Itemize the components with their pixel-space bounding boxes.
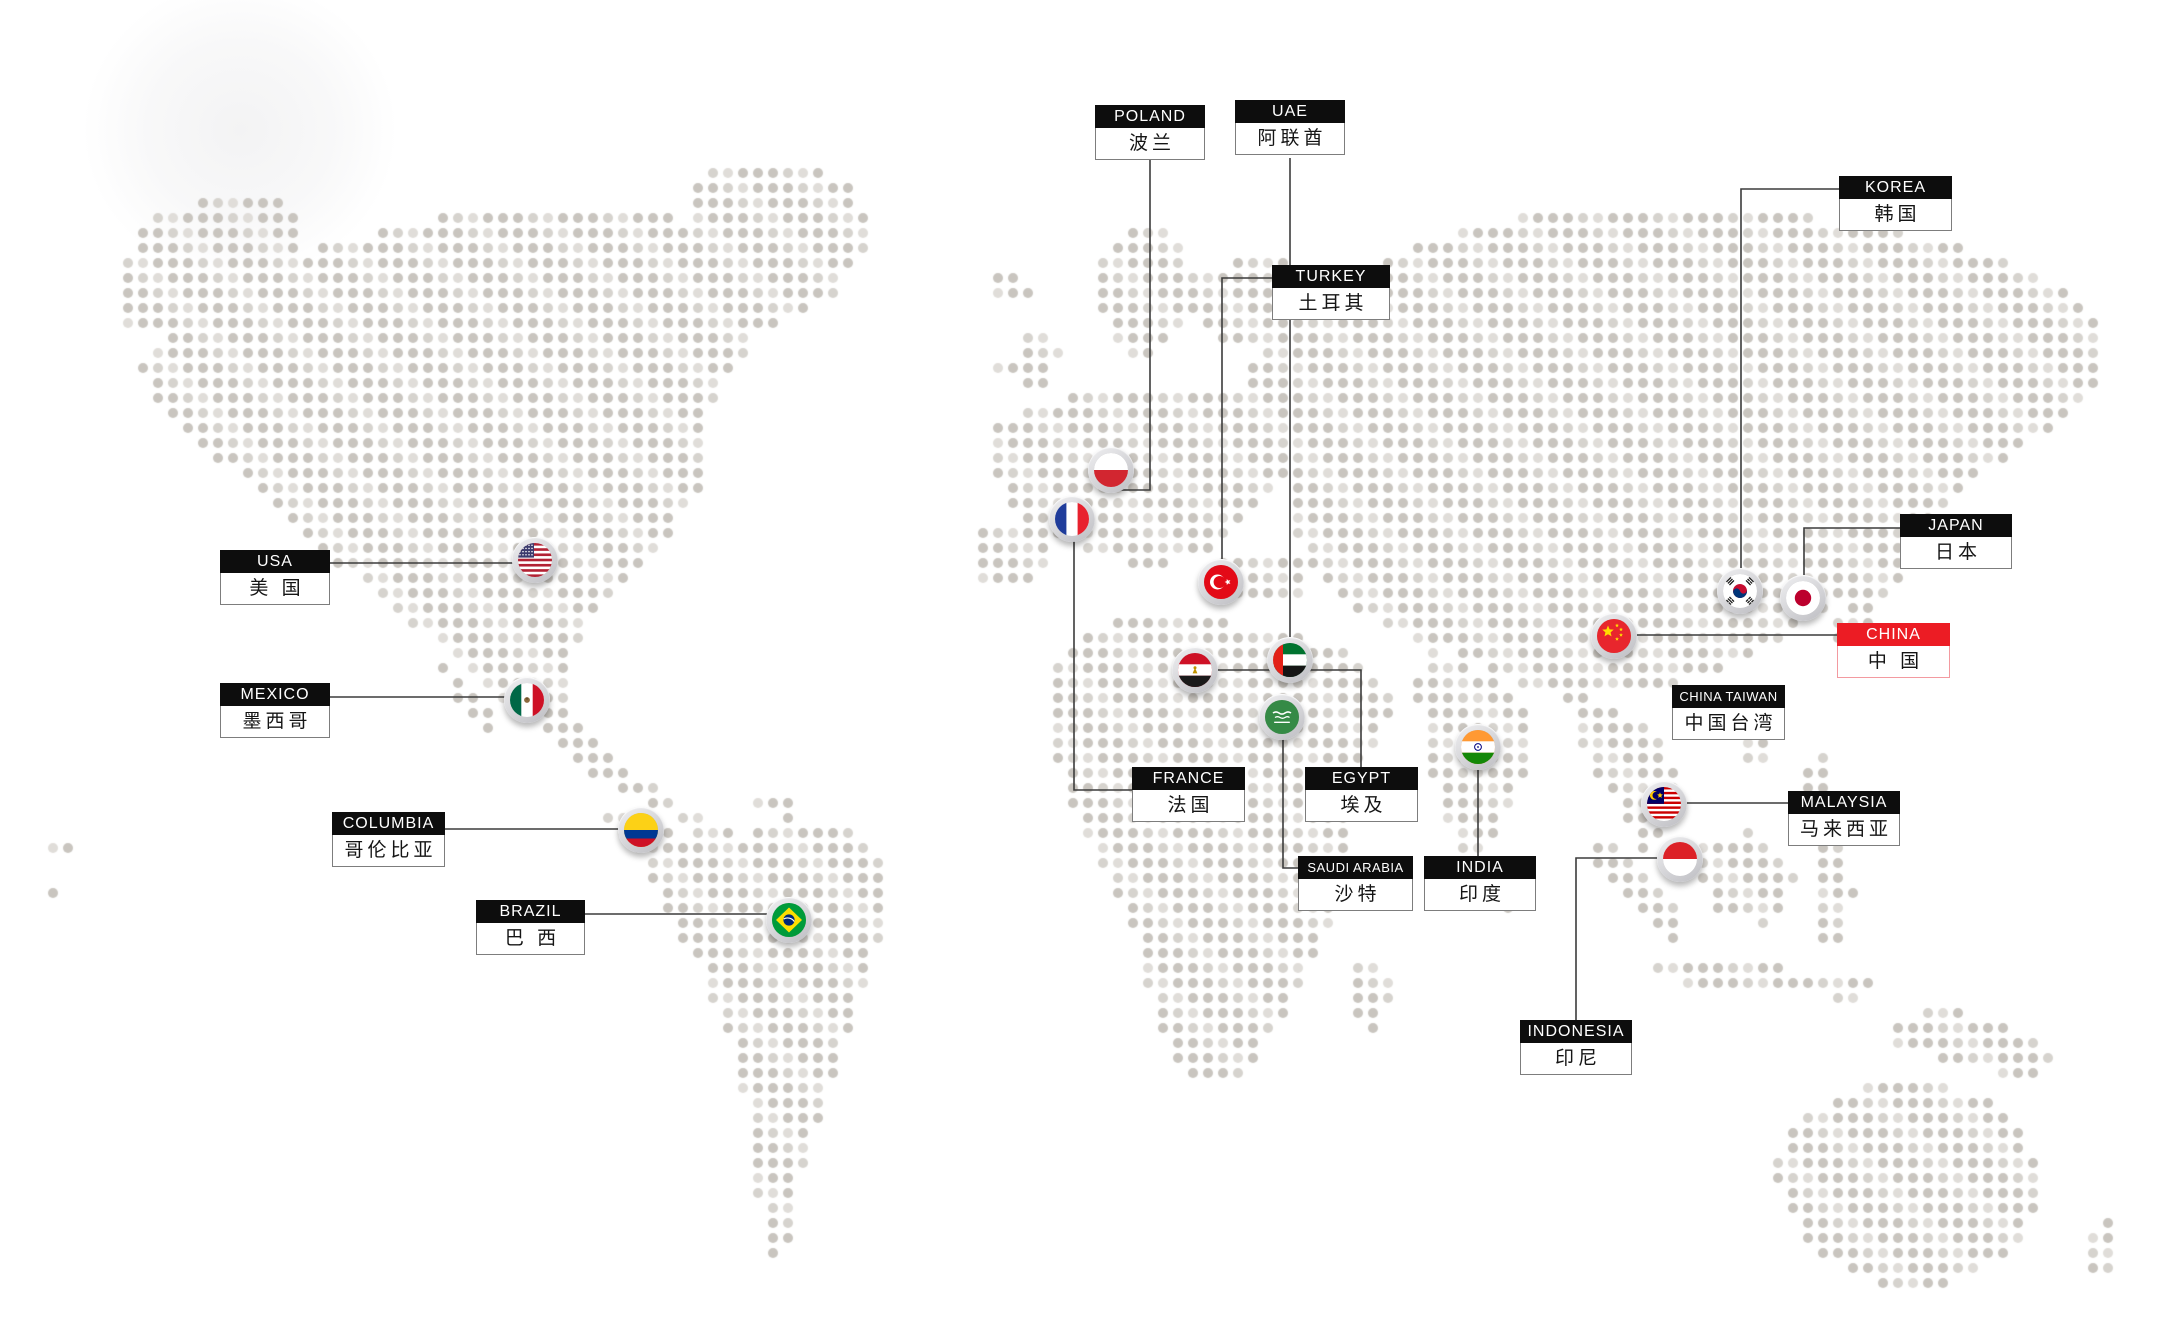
connector-japan xyxy=(1803,527,1900,598)
label-indonesia: INDONESIA 印尼 xyxy=(1520,1020,1632,1075)
flag-pin-egypt xyxy=(1172,647,1218,693)
label-usa-zh: 美 国 xyxy=(220,573,330,605)
label-brazil-zh: 巴 西 xyxy=(476,923,585,955)
label-malaysia: MALAYSIA 马来西亚 xyxy=(1788,791,1900,846)
label-france-en: FRANCE xyxy=(1132,767,1245,790)
label-japan-zh: 日本 xyxy=(1900,537,2012,569)
label-brazil: BRAZIL 巴 西 xyxy=(476,900,585,955)
label-india: INDIA 印度 xyxy=(1424,856,1536,911)
mexico-flag-icon xyxy=(510,683,544,717)
label-france: FRANCE 法国 xyxy=(1132,767,1245,822)
connector-saudi_arabia xyxy=(1282,717,1298,869)
label-india-en: INDIA xyxy=(1424,856,1536,879)
label-mexico-en: MEXICO xyxy=(220,683,330,706)
label-turkey-en: TURKEY xyxy=(1272,265,1390,288)
flag-pin-columbia xyxy=(618,807,664,853)
label-indonesia-zh: 印尼 xyxy=(1520,1043,1632,1075)
flag-pin-japan xyxy=(1780,575,1826,621)
label-columbia-en: COLUMBIA xyxy=(332,812,445,835)
label-france-zh: 法国 xyxy=(1132,790,1245,822)
label-usa: USA 美 国 xyxy=(220,550,330,605)
colombia-flag-icon xyxy=(624,813,658,847)
flag-pin-turkey xyxy=(1198,559,1244,605)
label-columbia: COLUMBIA 哥伦比亚 xyxy=(332,812,445,867)
flag-pin-indonesia xyxy=(1657,836,1703,882)
label-malaysia-en: MALAYSIA xyxy=(1788,791,1900,814)
saudi_arabia-flag-icon xyxy=(1265,700,1299,734)
flag-pin-mexico xyxy=(504,677,550,723)
label-korea-en: KOREA xyxy=(1839,176,1952,199)
connector-poland xyxy=(1118,160,1151,491)
label-indonesia-en: INDONESIA xyxy=(1520,1020,1632,1043)
label-korea-zh: 韩国 xyxy=(1839,199,1952,231)
flag-pin-poland xyxy=(1088,447,1134,493)
label-uae: UAE 阿联酋 xyxy=(1235,100,1345,155)
flag-pin-korea xyxy=(1717,568,1763,614)
connector-turkey xyxy=(1221,277,1272,582)
flag-pin-brazil xyxy=(766,897,812,943)
korea-flag-icon xyxy=(1723,574,1757,608)
flag-pin-saudi_arabia xyxy=(1259,694,1305,740)
india-flag-icon xyxy=(1461,730,1495,764)
indonesia-flag-icon xyxy=(1663,842,1697,876)
uae-flag-icon xyxy=(1273,643,1307,677)
label-malaysia-zh: 马来西亚 xyxy=(1788,814,1900,846)
label-mexico: MEXICO 墨西哥 xyxy=(220,683,330,738)
label-mexico-zh: 墨西哥 xyxy=(220,706,330,738)
label-poland-zh: 波兰 xyxy=(1095,128,1205,160)
poland-flag-icon xyxy=(1094,453,1128,487)
flag-pin-malaysia xyxy=(1641,781,1687,827)
china-flag-icon xyxy=(1597,619,1631,653)
flag-pin-uae xyxy=(1267,637,1313,683)
label-saudi_arabia-zh: 沙特 xyxy=(1298,879,1413,911)
brazil-flag-icon xyxy=(772,903,806,937)
label-egypt-zh: 埃及 xyxy=(1305,790,1418,822)
label-china_taiwan: CHINA TAIWAN 中国台湾 xyxy=(1672,685,1785,740)
france-flag-icon xyxy=(1055,502,1089,536)
label-saudi_arabia: SAUDI ARABIA 沙特 xyxy=(1298,856,1413,911)
flag-pin-france xyxy=(1049,496,1095,542)
flag-pin-india xyxy=(1455,724,1501,770)
label-japan: JAPAN 日本 xyxy=(1900,514,2012,569)
label-egypt: EGYPT 埃及 xyxy=(1305,767,1418,822)
label-uae-en: UAE xyxy=(1235,100,1345,123)
turkey-flag-icon xyxy=(1204,565,1238,599)
label-china-zh: 中 国 xyxy=(1837,646,1950,678)
label-india-zh: 印度 xyxy=(1424,879,1536,911)
label-korea: KOREA 韩国 xyxy=(1839,176,1952,231)
flag-pin-usa xyxy=(512,537,558,583)
connector-korea xyxy=(1740,188,1839,591)
label-japan-en: JAPAN xyxy=(1900,514,2012,537)
japan-flag-icon xyxy=(1786,581,1820,615)
malaysia-flag-icon xyxy=(1647,787,1681,821)
egypt-flag-icon xyxy=(1178,653,1212,687)
label-poland: POLAND 波兰 xyxy=(1095,105,1205,160)
label-egypt-en: EGYPT xyxy=(1305,767,1418,790)
connector-egypt xyxy=(1195,669,1362,767)
label-saudi_arabia-en: SAUDI ARABIA xyxy=(1298,856,1413,879)
label-china: CHINA 中 国 xyxy=(1837,623,1950,678)
label-uae-zh: 阿联酋 xyxy=(1235,123,1345,155)
label-usa-en: USA xyxy=(220,550,330,573)
label-turkey: TURKEY 土耳其 xyxy=(1272,265,1390,320)
connector-france xyxy=(1073,519,1132,791)
label-china_taiwan-en: CHINA TAIWAN xyxy=(1672,685,1785,708)
label-china-en: CHINA xyxy=(1837,623,1950,646)
label-brazil-en: BRAZIL xyxy=(476,900,585,923)
label-turkey-zh: 土耳其 xyxy=(1272,288,1390,320)
flag-pin-china xyxy=(1591,613,1637,659)
label-china_taiwan-zh: 中国台湾 xyxy=(1672,708,1785,740)
connector-indonesia xyxy=(1575,857,1680,1020)
label-columbia-zh: 哥伦比亚 xyxy=(332,835,445,867)
usa-flag-icon xyxy=(518,543,552,577)
label-poland-en: POLAND xyxy=(1095,105,1205,128)
